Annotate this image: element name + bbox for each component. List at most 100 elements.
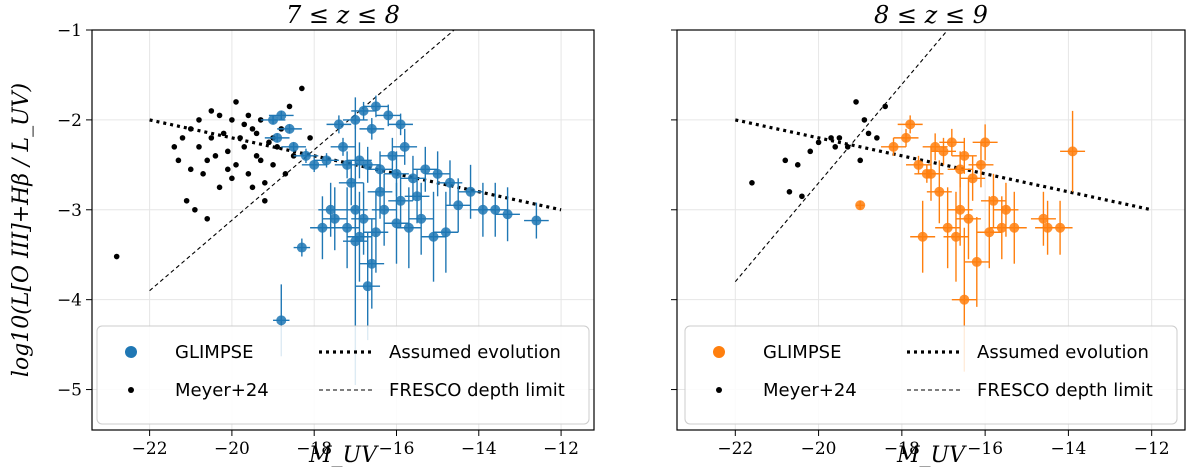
fresco-depth-limit-line <box>734 30 949 283</box>
panel-title: 8 ≤ z ≤ 9 <box>874 1 988 29</box>
meyer24-point <box>224 148 231 155</box>
glimpse-point <box>980 137 991 148</box>
meyer24-point <box>749 180 755 186</box>
legend-fresco-label: FRESCO depth limit <box>389 380 565 401</box>
x-tick-label: −22 <box>717 439 753 459</box>
legend-meyer-label: Meyer+24 <box>175 380 269 401</box>
y-axis-label: log10(L[O III]+Hβ / L_UV) <box>9 83 34 377</box>
glimpse-point <box>855 200 866 211</box>
glimpse-point <box>1067 146 1078 157</box>
meyer24-point <box>874 135 880 141</box>
meyer24-point <box>253 130 260 137</box>
meyer24-point <box>233 99 239 105</box>
legend-evolution-label: Assumed evolution <box>389 342 561 363</box>
glimpse-point <box>276 110 287 121</box>
glimpse-point <box>403 222 414 233</box>
glimpse-point <box>338 141 348 152</box>
glimpse-point <box>300 150 311 161</box>
meyer24-point <box>270 162 276 168</box>
legend-box <box>684 325 1178 425</box>
glimpse-point <box>955 164 966 175</box>
x-tick-label: −22 <box>132 439 168 459</box>
meyer24-point <box>175 157 182 164</box>
glimpse-point <box>362 281 373 292</box>
meyer24-point <box>196 144 202 150</box>
meyer24-point <box>299 85 305 92</box>
glimpse-point <box>268 114 279 125</box>
glimpse-point <box>288 141 299 152</box>
glimpse-point <box>420 164 431 175</box>
x-tick-label: −20 <box>214 439 250 459</box>
meyer24-point <box>216 112 223 119</box>
panel-1: −22 −20 −18 −16 −14 −12 −1 −2 −3 −4 −5 7 ≤ z ≤ 8 M_U… <box>9 1 595 467</box>
meyer24-point <box>307 135 313 141</box>
panel-2: −22 −20 −18 −16 −14 −12 8 ≤ z ≤ 9 M_UV GLIMPSE Me… <box>671 1 1186 467</box>
glimpse-point <box>276 315 287 326</box>
legend-meyer-marker <box>716 387 722 393</box>
meyer24-point <box>241 144 248 150</box>
meyer24-point <box>865 130 872 137</box>
glimpse-point <box>942 222 953 233</box>
plot-area <box>113 30 562 386</box>
meyer24-point <box>861 117 868 123</box>
glimpse-point <box>387 150 398 161</box>
legend-glimpse-marker <box>713 346 725 358</box>
meyer24-point <box>179 135 186 141</box>
glimpse-point <box>531 215 542 226</box>
y-tick-label: −1 <box>57 21 82 41</box>
x-tick-label: −18 <box>296 439 332 459</box>
meyer24-point <box>229 117 235 123</box>
plot-frame <box>91 29 595 431</box>
glimpse-point <box>346 177 357 188</box>
glimpse-point <box>309 159 320 170</box>
legend-meyer-label: Meyer+24 <box>763 380 857 401</box>
legend: GLIMPSE Meyer+24 Assumed evolution FRESCO d… <box>96 325 590 425</box>
glimpse-point <box>950 231 961 242</box>
glimpse-point <box>901 132 912 143</box>
meyer24-point <box>187 126 194 132</box>
legend-meyer-marker <box>128 387 134 393</box>
x-tick-label: −16 <box>967 439 1003 459</box>
glimpse-point <box>395 119 406 130</box>
meyer24-point <box>113 253 120 260</box>
meyer24-point <box>233 162 239 168</box>
glimpse-point <box>934 186 945 197</box>
glimpse-point <box>354 155 365 166</box>
glimpse-point <box>1038 213 1049 224</box>
legend-evolution-label: Assumed evolution <box>977 342 1149 363</box>
meyer24-point <box>844 144 851 150</box>
glimpse-point <box>379 204 390 215</box>
glimpse-point <box>905 119 916 130</box>
glimpse-point <box>412 191 423 202</box>
glimpse-point <box>366 123 377 134</box>
glimpse-point <box>453 200 464 211</box>
meyer24-point <box>828 135 834 141</box>
meyer24-point <box>208 108 215 114</box>
meyer24-point <box>229 175 235 182</box>
glimpse-point <box>370 101 381 112</box>
plot-frame <box>676 29 1186 431</box>
meyer24-point <box>200 171 206 177</box>
meyer24-point <box>786 188 793 195</box>
glimpse-point <box>913 159 924 170</box>
glimpse-point <box>444 177 455 188</box>
x-tick-label: −14 <box>1050 439 1086 459</box>
meyer24-point <box>171 144 178 150</box>
meyer24-point <box>224 166 231 173</box>
meyer24-point <box>882 103 888 110</box>
glimpse-point <box>296 242 307 253</box>
x-tick-label: −18 <box>884 439 920 459</box>
x-tick-label: −16 <box>379 439 415 459</box>
glimpse-point <box>984 227 995 238</box>
meyer24-point <box>836 135 843 141</box>
legend-box <box>96 325 590 425</box>
glimpse-point <box>399 141 410 152</box>
meyer24-point <box>237 135 243 141</box>
glimpse-point <box>432 168 443 179</box>
meyer24-point <box>266 139 272 146</box>
meyer24-point <box>282 171 289 177</box>
meyer24-point <box>262 197 268 204</box>
meyer24-point <box>274 144 280 150</box>
meyer24-point <box>204 157 211 164</box>
